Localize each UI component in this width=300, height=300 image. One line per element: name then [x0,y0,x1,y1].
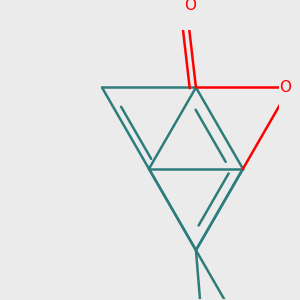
Text: O: O [279,80,291,95]
Text: O: O [184,0,196,13]
